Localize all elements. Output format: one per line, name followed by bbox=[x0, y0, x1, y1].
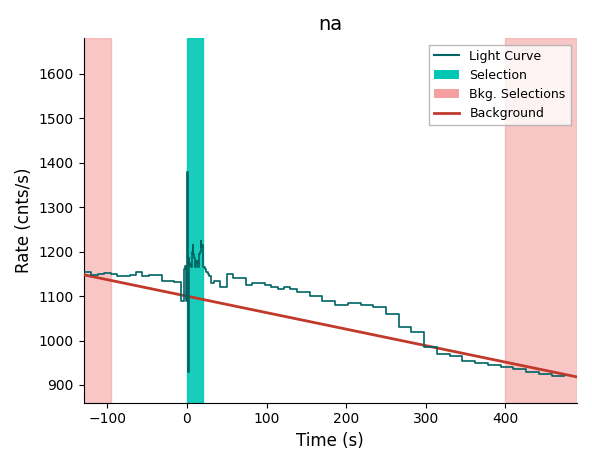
Bar bbox=[83, 38, 111, 403]
X-axis label: Time (s): Time (s) bbox=[297, 432, 364, 450]
Y-axis label: Rate (cnts/s): Rate (cnts/s) bbox=[15, 168, 33, 273]
Bar bbox=[506, 38, 577, 403]
Legend: Light Curve, Selection, Bkg. Selections, Background: Light Curve, Selection, Bkg. Selections,… bbox=[430, 45, 571, 126]
Title: na: na bbox=[318, 15, 342, 34]
Bar bbox=[187, 38, 203, 403]
